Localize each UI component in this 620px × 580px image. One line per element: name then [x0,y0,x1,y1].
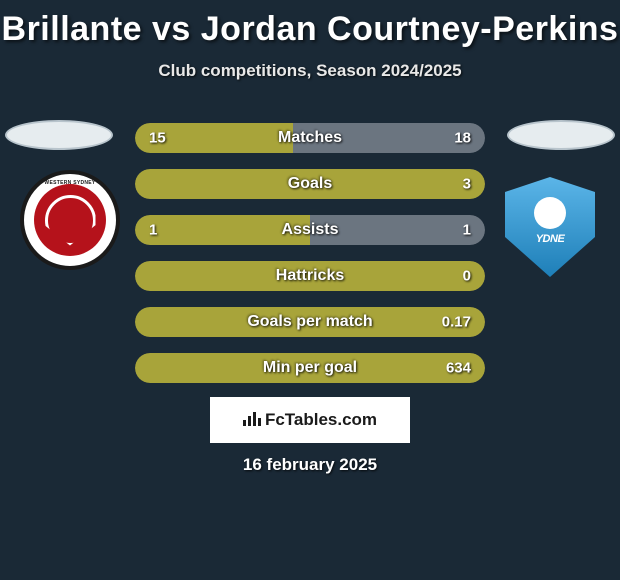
stat-value-right: 18 [454,130,471,147]
page-title: Brillante vs Jordan Courtney-Perkins [0,0,620,49]
stat-row: Goals 3 [135,169,485,199]
attribution-badge: FcTables.com [210,397,410,443]
chart-icon [243,410,261,431]
date-text: 16 february 2025 [243,455,377,475]
stat-row: Goals per match 0.17 [135,307,485,337]
stat-value-right: 1 [463,222,471,239]
stat-row: Min per goal 634 [135,353,485,383]
club-logo-right: YDNE [500,177,600,277]
stat-row: 1 Assists 1 [135,215,485,245]
stats-container: 15 Matches 18 Goals 3 1 Assists 1 Hattricks 0 Goal… [135,123,485,399]
subtitle: Club competitions, Season 2024/2025 [0,61,620,81]
club-logo-left: WESTERN SYDNEY [20,170,120,270]
stat-value-left: 15 [149,130,166,147]
stat-value-right: 0.17 [442,314,471,331]
club-left-crest-icon [34,184,106,256]
stat-label: Assists [282,221,339,239]
stat-value-right: 0 [463,268,471,285]
stat-row: Hattricks 0 [135,261,485,291]
stat-label: Min per goal [263,359,357,377]
stat-value-right: 3 [463,176,471,193]
stat-label: Hattricks [276,267,344,285]
player-avatar-left [5,120,113,150]
stat-value-right: 634 [446,360,471,377]
club-right-shield-icon: YDNE [505,177,595,277]
soccer-ball-icon [534,197,566,229]
club-right-text: YDNE [536,233,565,245]
stat-label: Goals [288,175,332,193]
stat-label: Goals per match [247,313,372,331]
stat-label: Matches [278,129,342,147]
player-avatar-right [507,120,615,150]
stat-row: 15 Matches 18 [135,123,485,153]
attribution-text: FcTables.com [265,410,377,430]
stat-value-left: 1 [149,222,157,239]
